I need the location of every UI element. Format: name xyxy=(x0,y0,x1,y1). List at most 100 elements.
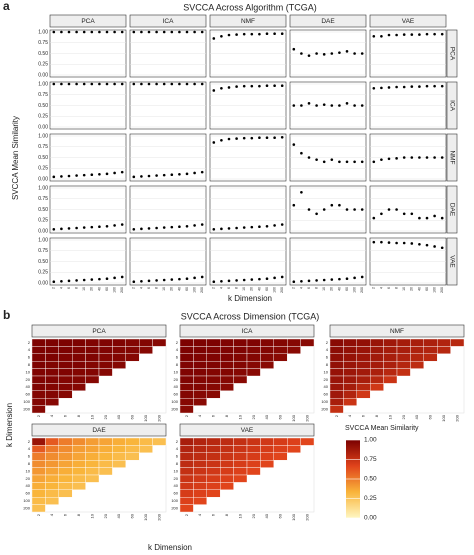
y-tick-label: 20 xyxy=(26,377,31,382)
point xyxy=(170,30,174,34)
heatmap-cell xyxy=(98,452,113,461)
x-tick-label: 4 xyxy=(139,287,143,289)
heatmap-cell xyxy=(450,338,465,347)
heatmap-cell xyxy=(287,445,301,453)
point xyxy=(52,82,56,86)
point xyxy=(250,136,254,140)
x-tick-label: 20 xyxy=(251,513,256,518)
y-tick-label: 10 xyxy=(26,369,31,374)
heatmap-cell xyxy=(193,390,207,399)
point xyxy=(185,224,189,228)
x-tick-label: 40 xyxy=(414,414,419,419)
x-tick-label: 2 xyxy=(132,287,136,289)
heatmap-cell xyxy=(343,383,357,391)
heatmap-cell xyxy=(138,346,153,354)
panel-label: a xyxy=(3,0,10,13)
colorbar-title: SVCCA Mean Similarity xyxy=(345,425,419,432)
strip-label: PCA xyxy=(448,47,455,61)
y-tick-label: 8 xyxy=(326,362,329,367)
point xyxy=(258,32,261,36)
point xyxy=(162,30,166,34)
y-tick-label: 6 xyxy=(326,355,329,360)
point xyxy=(113,171,116,175)
point xyxy=(315,212,318,216)
heatmap-cell xyxy=(45,452,60,461)
y-tick-label: 1.00 xyxy=(38,133,48,139)
strip-label: NMF xyxy=(390,328,404,335)
heatmap-cell xyxy=(71,383,86,391)
y-tick-label: 6 xyxy=(28,454,31,459)
heatmap-cell xyxy=(179,405,194,414)
heatmap-cell xyxy=(219,368,234,377)
point xyxy=(353,52,356,55)
point xyxy=(132,175,136,179)
y-tick-label: 100 xyxy=(171,498,178,503)
point xyxy=(185,172,189,176)
x-tick-label: 60 xyxy=(345,287,349,291)
heatmap-cell xyxy=(219,474,234,483)
heatmap-cell xyxy=(383,353,398,362)
heatmap-cell xyxy=(45,368,60,377)
y-tick-label: 8 xyxy=(176,362,179,367)
heatmap-cell xyxy=(329,405,344,414)
x-tick-label: 100 xyxy=(143,513,148,520)
heatmap-cell xyxy=(273,437,288,446)
heatmap-cell xyxy=(71,375,86,384)
point xyxy=(82,226,86,229)
point xyxy=(132,280,136,284)
heatmap-cell xyxy=(193,497,207,505)
heatmap-cell xyxy=(343,398,357,406)
strip xyxy=(446,81,458,130)
point xyxy=(105,224,109,228)
point xyxy=(338,203,341,207)
x-tick-label: 4 xyxy=(299,287,303,289)
point xyxy=(220,227,223,231)
point xyxy=(265,224,269,228)
point xyxy=(147,227,151,230)
heatmap-cell xyxy=(112,452,127,461)
y-tick-label: 1.00 xyxy=(38,29,48,35)
point xyxy=(410,156,414,159)
point xyxy=(120,223,124,226)
point xyxy=(227,33,231,37)
y-tick-label: 10 xyxy=(174,468,179,473)
point xyxy=(227,279,231,283)
point xyxy=(280,275,284,279)
point xyxy=(265,277,269,281)
heatmap-cell xyxy=(423,346,438,354)
point xyxy=(235,137,238,140)
x-tick-label: 40 xyxy=(116,513,121,518)
heatmap-cell xyxy=(85,361,100,369)
point xyxy=(300,279,303,283)
point xyxy=(132,82,136,86)
x-tick-label: 200 xyxy=(280,287,284,293)
y-tick-label: 0.50 xyxy=(38,259,48,265)
point xyxy=(387,157,391,161)
heatmap-cell xyxy=(206,452,221,461)
point xyxy=(330,104,334,107)
point xyxy=(440,156,444,159)
x-tick-label: 20 xyxy=(170,287,174,291)
point xyxy=(280,223,284,226)
x-tick-label: 6 xyxy=(361,414,366,417)
strip-label: PCA xyxy=(81,18,95,25)
x-tick-label: 10 xyxy=(237,414,242,419)
y-tick-label: 200 xyxy=(171,505,178,510)
heatmap-cell xyxy=(58,361,73,369)
colorbar-tick-label: 0.75 xyxy=(364,456,377,463)
x-tick-label: 8 xyxy=(235,287,239,289)
heatmap-cell xyxy=(329,368,344,377)
point xyxy=(90,30,94,34)
y-tick-label: 200 xyxy=(23,406,30,411)
point xyxy=(330,278,334,281)
point xyxy=(338,160,341,164)
y-tick-label: 0.75 xyxy=(38,248,48,254)
strip-label: VAE xyxy=(448,255,455,268)
heatmap-cell xyxy=(219,460,234,468)
strip-label: DAE xyxy=(448,203,455,217)
y-tick-label: 20 xyxy=(26,476,31,481)
heatmap-cell xyxy=(31,489,46,498)
point xyxy=(250,225,254,229)
strip xyxy=(289,14,367,28)
heatmap-cell xyxy=(206,346,221,354)
